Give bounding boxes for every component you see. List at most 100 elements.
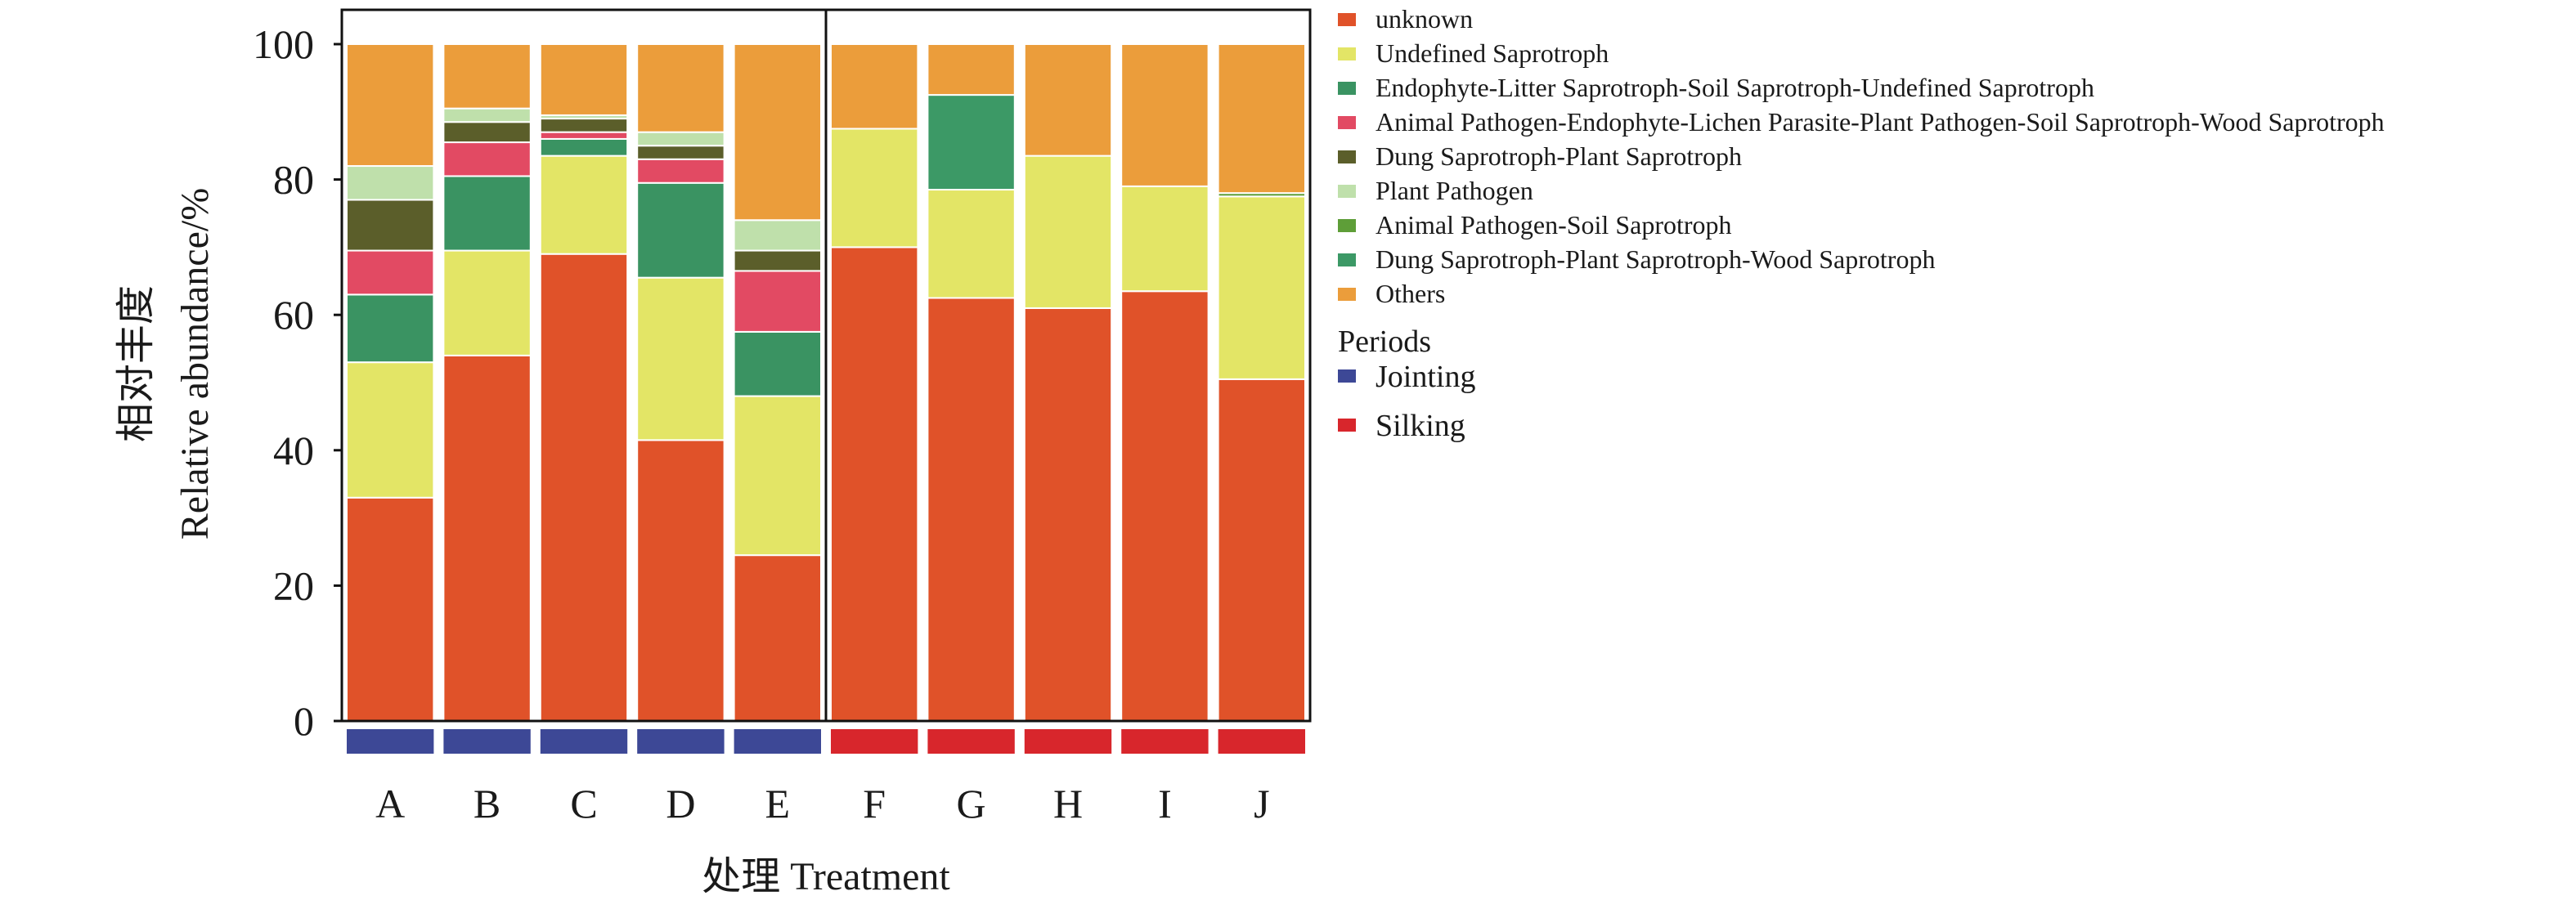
bar-segment-G: [927, 189, 1016, 299]
y-tick-label: 40: [273, 428, 314, 473]
period-bar-B: [443, 729, 531, 754]
period-bar-J: [1218, 729, 1305, 754]
bar-segment-F: [830, 246, 919, 722]
x-tick-group: A B C D E F G H I J: [375, 781, 1269, 826]
bar-segment-H: [1023, 307, 1113, 722]
legend-label: Endophyte-Litter Saprotroph-Soil Saprotr…: [1376, 73, 2094, 102]
bar-segment-A: [346, 43, 435, 168]
period-bar-H: [1024, 729, 1112, 754]
legend-periods-title: Periods: [1338, 325, 1431, 359]
legend-label: Animal Pathogen-Endophyte-Lichen Parasit…: [1376, 107, 2385, 137]
legend-swatch: [1338, 116, 1356, 129]
bar-segment-J: [1217, 195, 1306, 380]
legend-period-swatch: [1338, 369, 1356, 383]
period-bar-I: [1121, 729, 1209, 754]
bar-segment-E: [733, 554, 822, 723]
bar-segment-D: [636, 131, 725, 147]
y-axis-label-english: Relative abundance/%: [173, 188, 217, 540]
bar-segment-E: [733, 249, 822, 272]
bar-segment-E: [733, 330, 822, 397]
period-bar-G: [927, 729, 1015, 754]
bar-segment-I: [1120, 43, 1209, 187]
bar-segment-A: [346, 361, 435, 499]
bar-segment-G: [927, 297, 1016, 722]
bar-segment-I: [1120, 290, 1209, 723]
bar-segment-B: [442, 141, 532, 177]
y-tick-label: 60: [273, 292, 314, 338]
bar-segment-D: [636, 145, 725, 160]
legend-period-swatch: [1338, 419, 1356, 432]
x-tick-label: F: [863, 781, 886, 826]
y-tick-label: 0: [294, 698, 314, 744]
x-axis-label: 处理 Treatment: [702, 855, 950, 898]
bar-segment-D: [636, 276, 725, 441]
y-tick-label: 20: [273, 562, 314, 608]
bar-segment-C: [539, 137, 629, 157]
legend: unknown Undefined Saprotroph Endophyte-Lit…: [1338, 4, 2385, 443]
bar-segment-E: [733, 43, 822, 222]
bar-segment-E: [733, 395, 822, 557]
legend-swatch: [1338, 82, 1356, 95]
bar-segment-H: [1023, 154, 1113, 309]
bar-segment-D: [636, 43, 725, 133]
period-bar-E: [734, 729, 821, 754]
legend-swatch: [1338, 185, 1356, 198]
bar-segment-A: [346, 199, 435, 252]
bar-segment-D: [636, 439, 725, 722]
bar-segment-C: [539, 43, 629, 116]
bar-segment-B: [442, 121, 532, 144]
legend-swatch: [1338, 47, 1356, 60]
bar-segment-J: [1217, 378, 1306, 722]
legend-label: Animal Pathogen-Soil Saprotroph: [1376, 210, 1732, 240]
period-bar-F: [831, 729, 918, 754]
bar-segment-D: [636, 158, 725, 184]
bar-segment-B: [442, 249, 532, 356]
x-tick-label: E: [765, 781, 791, 826]
x-tick-label: A: [375, 781, 405, 826]
legend-swatch: [1338, 13, 1356, 26]
period-bar-C: [540, 729, 628, 754]
x-tick-label: G: [957, 781, 986, 826]
bar-segment-A: [346, 496, 435, 722]
bar-segment-C: [539, 118, 629, 133]
bar-segment-E: [733, 219, 822, 252]
x-tick-label: B: [473, 781, 500, 826]
bar-segment-F: [830, 43, 919, 130]
bar-segment-F: [830, 128, 919, 249]
y-tick-label: 80: [273, 157, 314, 203]
bar-segment-G: [927, 94, 1016, 191]
x-tick-label: H: [1053, 781, 1083, 826]
bar-segment-B: [442, 43, 532, 110]
legend-label: unknown: [1376, 4, 1473, 34]
x-tick-label: C: [570, 781, 597, 826]
bar-segment-C: [539, 154, 629, 255]
bar-segment-H: [1023, 43, 1113, 157]
legend-swatch: [1338, 288, 1356, 301]
axes: [340, 8, 1312, 723]
bar-segment-E: [733, 270, 822, 333]
bar-segment-J: [1217, 43, 1306, 195]
legend-label: Dung Saprotroph-Plant Saprotroph-Wood Sa…: [1376, 244, 1935, 274]
period-bar-A: [347, 729, 434, 754]
legend-swatch: [1338, 253, 1356, 266]
bar-segment-I: [1120, 185, 1209, 293]
bar-segment-G: [927, 43, 1016, 96]
bar-segment-D: [636, 181, 725, 279]
y-axis-label-chinese: 相对丰度: [114, 285, 158, 442]
y-tick-group: 0 20 40 60 80 100: [253, 21, 342, 744]
legend-period-label: Silking: [1376, 409, 1465, 443]
bar-segment-B: [442, 354, 532, 722]
x-tick-label: J: [1254, 781, 1269, 826]
y-tick-label: 100: [253, 21, 314, 67]
bar-group: [346, 43, 1306, 723]
bar-segment-A: [346, 249, 435, 296]
bar-segment-C: [539, 131, 629, 140]
legend-label: Undefined Saprotroph: [1376, 38, 1609, 68]
bar-segment-B: [442, 175, 532, 252]
legend-period-label: Jointing: [1376, 360, 1475, 394]
legend-swatch: [1338, 219, 1356, 232]
bar-segment-A: [346, 293, 435, 364]
bar-segment-C: [539, 253, 629, 722]
legend-label: Others: [1376, 279, 1445, 308]
